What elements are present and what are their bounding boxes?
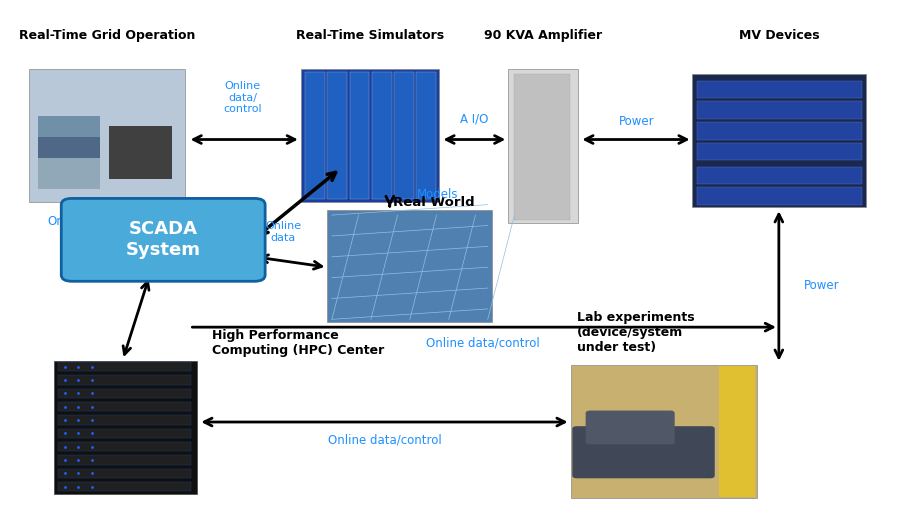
Text: Lab experiments
(device/system
under test): Lab experiments (device/system under tes… bbox=[576, 311, 693, 354]
Text: 90 KVA Amplifier: 90 KVA Amplifier bbox=[484, 29, 601, 42]
FancyBboxPatch shape bbox=[416, 72, 435, 200]
FancyBboxPatch shape bbox=[327, 72, 347, 200]
FancyBboxPatch shape bbox=[349, 72, 369, 200]
FancyBboxPatch shape bbox=[696, 102, 861, 118]
FancyBboxPatch shape bbox=[570, 365, 757, 498]
FancyBboxPatch shape bbox=[57, 362, 191, 372]
FancyBboxPatch shape bbox=[57, 402, 191, 411]
FancyBboxPatch shape bbox=[696, 188, 861, 205]
FancyBboxPatch shape bbox=[301, 69, 438, 202]
FancyBboxPatch shape bbox=[109, 126, 171, 179]
FancyBboxPatch shape bbox=[57, 468, 191, 478]
Text: MV Devices: MV Devices bbox=[738, 29, 818, 42]
Text: Online
data: Online data bbox=[264, 221, 301, 243]
FancyBboxPatch shape bbox=[507, 69, 577, 223]
Text: Online: Online bbox=[47, 215, 86, 228]
FancyBboxPatch shape bbox=[57, 375, 191, 385]
FancyBboxPatch shape bbox=[57, 442, 191, 451]
Text: Real-Time Simulators: Real-Time Simulators bbox=[296, 29, 444, 42]
FancyBboxPatch shape bbox=[38, 158, 100, 189]
FancyBboxPatch shape bbox=[57, 482, 191, 492]
FancyBboxPatch shape bbox=[57, 455, 191, 465]
FancyBboxPatch shape bbox=[585, 410, 674, 444]
Text: Real World: Real World bbox=[393, 195, 475, 209]
Text: Online data/control: Online data/control bbox=[426, 336, 539, 350]
Text: Models: Models bbox=[416, 188, 457, 201]
FancyBboxPatch shape bbox=[38, 116, 100, 147]
FancyBboxPatch shape bbox=[327, 210, 492, 322]
FancyBboxPatch shape bbox=[57, 429, 191, 438]
Text: Power: Power bbox=[803, 279, 838, 292]
Text: A I/O: A I/O bbox=[460, 112, 488, 125]
Text: Online
data/
control: Online data/ control bbox=[223, 81, 261, 114]
FancyBboxPatch shape bbox=[394, 72, 414, 200]
Text: Power: Power bbox=[618, 115, 653, 128]
Text: Online data/control: Online data/control bbox=[328, 434, 442, 447]
FancyBboxPatch shape bbox=[305, 72, 324, 200]
FancyBboxPatch shape bbox=[696, 122, 861, 139]
FancyBboxPatch shape bbox=[696, 167, 861, 184]
FancyBboxPatch shape bbox=[514, 74, 569, 220]
Text: Real-Time Grid Operation: Real-Time Grid Operation bbox=[19, 29, 196, 42]
Text: High Performance
Computing (HPC) Center: High Performance Computing (HPC) Center bbox=[211, 329, 384, 357]
FancyBboxPatch shape bbox=[57, 389, 191, 398]
FancyBboxPatch shape bbox=[29, 69, 185, 202]
FancyBboxPatch shape bbox=[38, 137, 100, 168]
FancyBboxPatch shape bbox=[372, 72, 391, 200]
FancyBboxPatch shape bbox=[572, 426, 714, 478]
FancyBboxPatch shape bbox=[691, 74, 865, 208]
FancyBboxPatch shape bbox=[719, 366, 754, 497]
FancyBboxPatch shape bbox=[57, 416, 191, 425]
FancyBboxPatch shape bbox=[696, 143, 861, 160]
FancyBboxPatch shape bbox=[61, 199, 265, 281]
FancyBboxPatch shape bbox=[54, 361, 197, 494]
FancyBboxPatch shape bbox=[696, 81, 861, 98]
Text: SCADA
System: SCADA System bbox=[125, 220, 200, 259]
